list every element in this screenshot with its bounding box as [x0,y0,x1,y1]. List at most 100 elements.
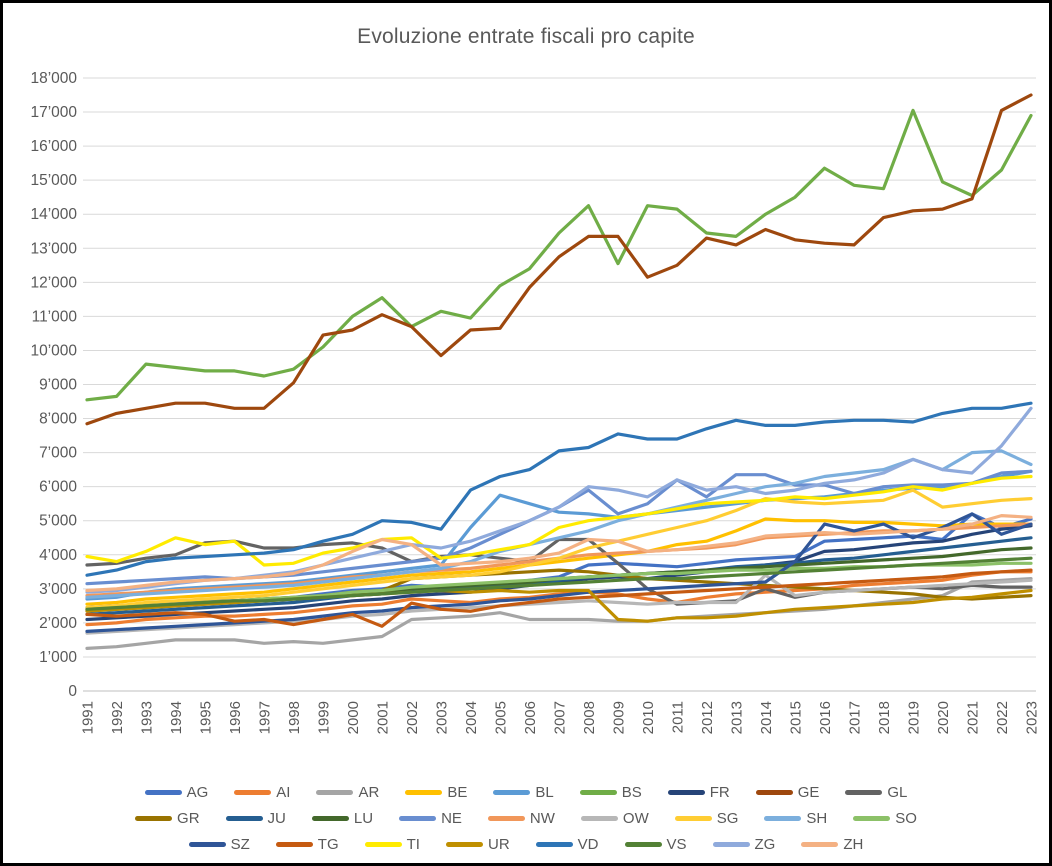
series-line-TI [85,474,1033,567]
legend-item-ZH: ZH [801,836,863,853]
x-tick-label: 2000 [345,701,362,734]
x-tick-label: 2003 [433,701,450,734]
legend-label-OW: OW [622,810,649,827]
legend-item-AG: AG [144,784,209,801]
x-tick-label: 2023 [1023,701,1040,734]
legend-label-AG: AG [186,784,209,801]
x-tick-label: 2004 [463,701,480,734]
y-tick-label: 14’000 [30,206,77,223]
x-tick-label: 1996 [227,701,244,734]
legend-row-3: SZ TG TI UR VD VS ZG ZH [188,836,863,853]
series-line-BL [85,469,1033,601]
legend-swatch-JU [225,816,263,821]
x-tick-label: 1995 [197,701,214,734]
x-tick-label: 2022 [994,701,1011,734]
x-tick-label: 2020 [935,701,952,734]
x-tick-label: 1997 [256,701,273,734]
x-tick-label: 2021 [964,701,981,734]
legend-swatch-ZG [712,842,750,847]
legend-item-VS: VS [624,836,687,853]
legend-item-GL: GL [845,784,907,801]
y-tick-label: 10’000 [30,342,77,359]
series-line-BE [85,517,1033,606]
x-tick-label: 1994 [168,701,185,734]
series-line-VS [85,556,1033,611]
legend-item-TG: TG [275,836,339,853]
legend-swatch-NE [399,816,437,821]
x-tick-label: 2007 [551,701,568,734]
legend-swatch-TI [364,842,402,847]
legend-swatch-BS [579,790,617,795]
legend-item-AI: AI [234,784,290,801]
legend-item-AR: AR [316,784,379,801]
series-line-GE [85,93,1033,426]
y-tick-label: 6’000 [39,479,77,496]
legend-swatch-SO [853,816,891,821]
y-tick-label: 17’000 [30,104,77,121]
line-chart-plot: 0 1’000 2’000 3’000 4’000 5’000 6’000 7’000 8’00… [30,70,1040,734]
x-tick-label: 2010 [640,701,657,734]
x-tick-label: 2001 [374,701,391,734]
x-tick-label: 1993 [138,701,155,734]
x-tick-label: 2012 [699,701,716,734]
legend-swatch-VD [535,842,573,847]
chart-title: Evoluzione entrate fiscali pro capite [357,25,695,48]
y-tick-label: 11’000 [32,308,78,325]
legend-label-BS: BS [621,784,642,801]
legend-swatch-SG [674,816,712,821]
y-tick-label: 8’000 [39,411,77,428]
legend-label-BE: BE [447,784,468,801]
y-tick-label: 5’000 [39,513,77,530]
y-tick-label: 15’000 [30,172,77,189]
x-tick-label: 2017 [846,701,863,734]
series-line-BS [85,108,1033,402]
legend-label-SG: SG [716,810,739,827]
legend-label-GL: GL [887,784,908,801]
legend-item-LU: LU [311,810,373,827]
legend-label-SH: SH [806,810,828,827]
legend-item-NW: NW [487,810,555,827]
x-tick-label: 1999 [315,701,332,734]
y-tick-label: 13’000 [30,240,77,257]
x-tick-label: 1998 [286,701,303,734]
series-line-SZ [85,512,1033,634]
y-tick-label: 0 [68,683,77,700]
legend-swatch-BL [493,790,531,795]
legend-swatch-TG [275,842,313,847]
legend-item-SH: SH [764,810,827,827]
x-tick-label: 2005 [492,701,509,734]
series-line-SG [85,488,1033,610]
x-tick-label: 2008 [581,701,598,734]
legend-label-ZH: ZH [843,836,864,853]
x-tick-label: 2015 [787,701,804,734]
x-tick-label: 2002 [404,701,421,734]
legend-label-NW: NW [529,810,555,827]
chart-legend: AG AI AR BE BL BS FR GE GL GR JU LU NE NW OW SG SH SO SZ TG… [3,784,1049,853]
legend-swatch-GR [135,816,173,821]
legend-label-NE: NE [441,810,462,827]
series-line-OW [85,573,1033,635]
legend-swatch-FR [667,790,705,795]
y-tick-label: 2’000 [39,615,77,632]
legend-swatch-LU [311,816,349,821]
series-line-TG [85,568,1033,628]
series-line-VD [85,401,1033,577]
legend-label-TG: TG [317,836,339,853]
legend-swatch-VS [624,842,662,847]
y-tick-label: 18’000 [30,70,77,87]
legend-swatch-AG [144,790,182,795]
legend-swatch-GL [845,790,883,795]
legend-item-ZG: ZG [712,836,776,853]
legend-swatch-NW [487,816,525,821]
legend-item-JU: JU [225,810,286,827]
legend-label-SZ: SZ [230,836,250,853]
legend-item-SO: SO [853,810,917,827]
legend-label-ZG: ZG [754,836,776,853]
legend-label-UR: UR [487,836,510,853]
x-tick-label: 2006 [522,701,539,734]
legend-swatch-AR [316,790,354,795]
legend-row-2: GR JU LU NE NW OW SG SH SO [135,810,917,827]
legend-item-FR: FR [667,784,730,801]
x-tick-label: 2013 [728,701,745,734]
